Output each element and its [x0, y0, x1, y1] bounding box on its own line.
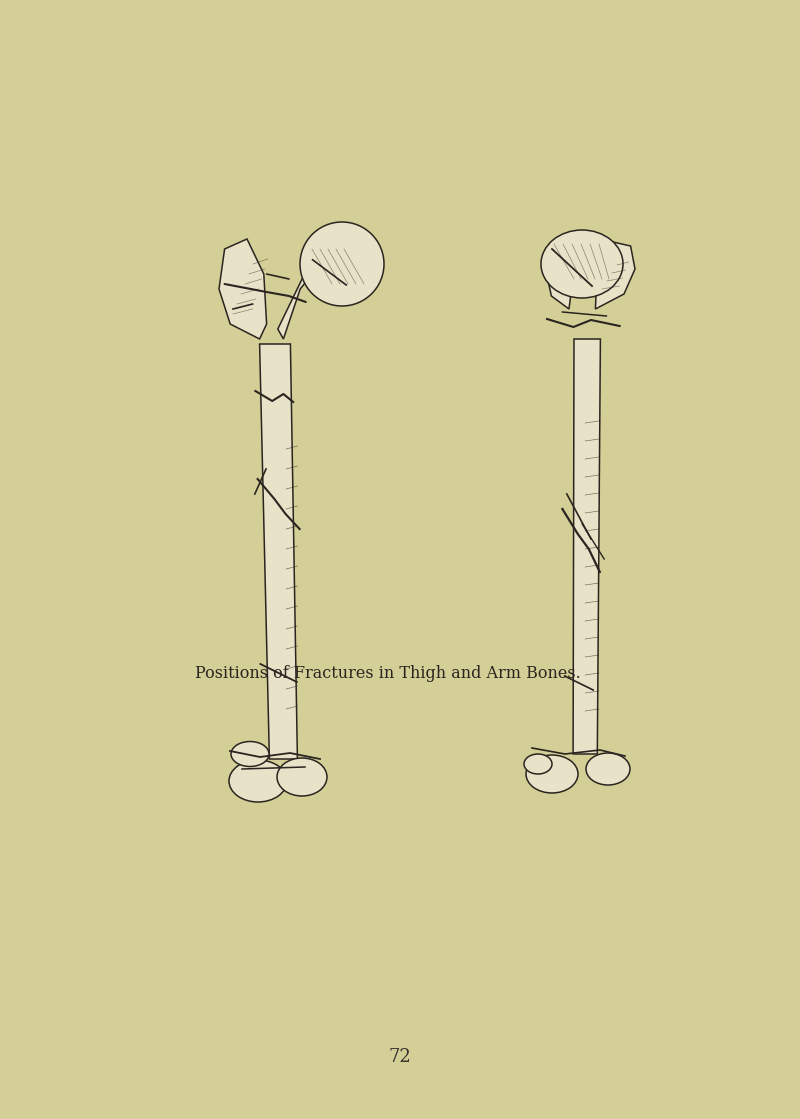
- Ellipse shape: [524, 754, 552, 774]
- Ellipse shape: [586, 753, 630, 786]
- Polygon shape: [219, 239, 266, 339]
- Polygon shape: [278, 243, 337, 339]
- Ellipse shape: [277, 758, 327, 796]
- Circle shape: [300, 222, 384, 305]
- Ellipse shape: [229, 760, 287, 802]
- Polygon shape: [547, 262, 574, 309]
- Ellipse shape: [231, 742, 269, 767]
- Ellipse shape: [526, 755, 578, 793]
- Polygon shape: [259, 344, 298, 759]
- Polygon shape: [573, 339, 600, 754]
- Polygon shape: [595, 242, 635, 309]
- Text: Positions of Fractures in Thigh and Arm Bones.: Positions of Fractures in Thigh and Arm …: [195, 666, 581, 683]
- Ellipse shape: [541, 231, 623, 298]
- Text: 72: 72: [389, 1049, 411, 1066]
